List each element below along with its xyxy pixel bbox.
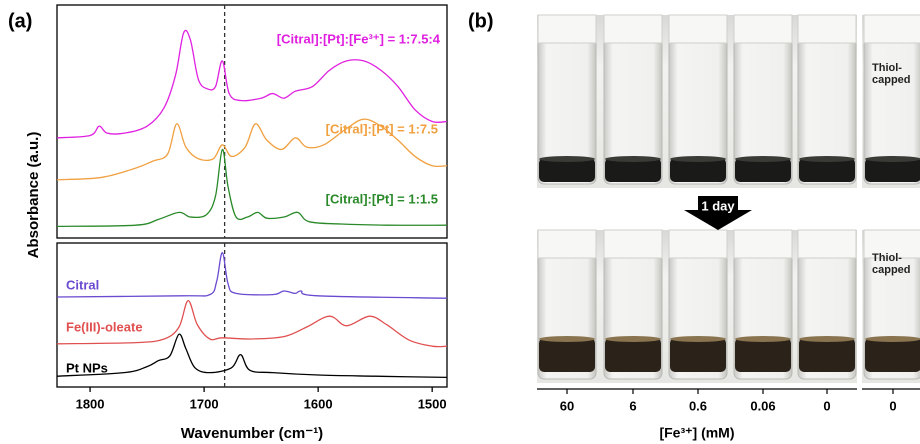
x-tick-label: 60: [560, 398, 574, 413]
x-tick-label: 0: [823, 398, 830, 413]
series-label: [Citral]:[Pt] = 1:7.5: [326, 121, 438, 136]
vial-neck: [603, 229, 663, 259]
x-tick-label: 1600: [304, 396, 333, 411]
x-tick-label: 0.06: [750, 398, 775, 413]
liquid: [670, 338, 726, 372]
series-label: [Citral]:[Pt]:[Fe³⁺] = 1:7.5:4: [277, 31, 441, 46]
liquid-surface: [670, 156, 726, 162]
vial-neck: [668, 14, 728, 44]
liquid-surface: [735, 336, 791, 342]
liquid: [799, 158, 855, 182]
inset-label: Thiol-capped: [872, 62, 911, 86]
x-tick-label: 0: [889, 398, 896, 413]
liquid: [735, 338, 791, 372]
vial-neck: [603, 14, 663, 44]
spectrum-line: [56, 251, 448, 299]
y-axis-label: Absorbance (a.u.): [25, 132, 42, 259]
liquid: [735, 158, 791, 182]
liquid-surface: [670, 336, 726, 342]
x-axis-label: [Fe³⁺] (mM): [659, 425, 734, 441]
liquid-surface: [865, 336, 920, 342]
liquid: [865, 158, 920, 182]
photo-divider: [857, 0, 862, 390]
vial-neck: [863, 229, 920, 259]
liquid: [605, 338, 661, 372]
x-tick-label: 1700: [190, 396, 219, 411]
vial-neck: [537, 229, 597, 259]
inset-label: Thiol-capped: [872, 252, 911, 276]
liquid: [539, 338, 595, 372]
series-label: Fe(III)-oleate: [66, 319, 143, 334]
vial-neck: [537, 14, 597, 44]
panel-label: (a): [8, 10, 32, 32]
x-tick-label: 6: [629, 398, 636, 413]
vial-neck: [797, 229, 857, 259]
x-tick-label: 1500: [418, 396, 447, 411]
vial-neck: [668, 229, 728, 259]
series-label: Citral: [66, 277, 99, 292]
liquid-surface: [799, 156, 855, 162]
spectrum-line: [56, 299, 448, 348]
spectrum-line: [56, 148, 448, 227]
x-tick-label: 1800: [76, 396, 105, 411]
vial-neck: [797, 14, 857, 44]
liquid: [670, 158, 726, 182]
liquid-surface: [605, 336, 661, 342]
vial-neck: [733, 229, 793, 259]
liquid-surface: [539, 156, 595, 162]
liquid-surface: [865, 156, 920, 162]
series-label: Pt NPs: [66, 360, 108, 375]
vial-neck: [863, 14, 920, 44]
plot-frame: [56, 242, 448, 388]
liquid-surface: [799, 336, 855, 342]
series-label: [Citral]:[Pt] = 1:1.5: [326, 191, 438, 206]
liquid: [605, 158, 661, 182]
arrow-label: 1 day: [701, 198, 735, 213]
x-axis-label: Wavenumber (cm⁻¹): [181, 425, 323, 442]
spectrum-line: [56, 333, 448, 379]
liquid-surface: [605, 156, 661, 162]
liquid: [799, 338, 855, 372]
x-tick-label: 0.6: [689, 398, 707, 413]
liquid-surface: [735, 156, 791, 162]
time-arrow: [684, 196, 752, 230]
liquid: [539, 158, 595, 182]
liquid: [865, 338, 920, 372]
spectrum-line: [56, 29, 448, 139]
liquid-surface: [539, 336, 595, 342]
vial-neck: [733, 14, 793, 44]
panel-label: (b): [468, 10, 494, 32]
spectrum-line: [56, 118, 448, 181]
